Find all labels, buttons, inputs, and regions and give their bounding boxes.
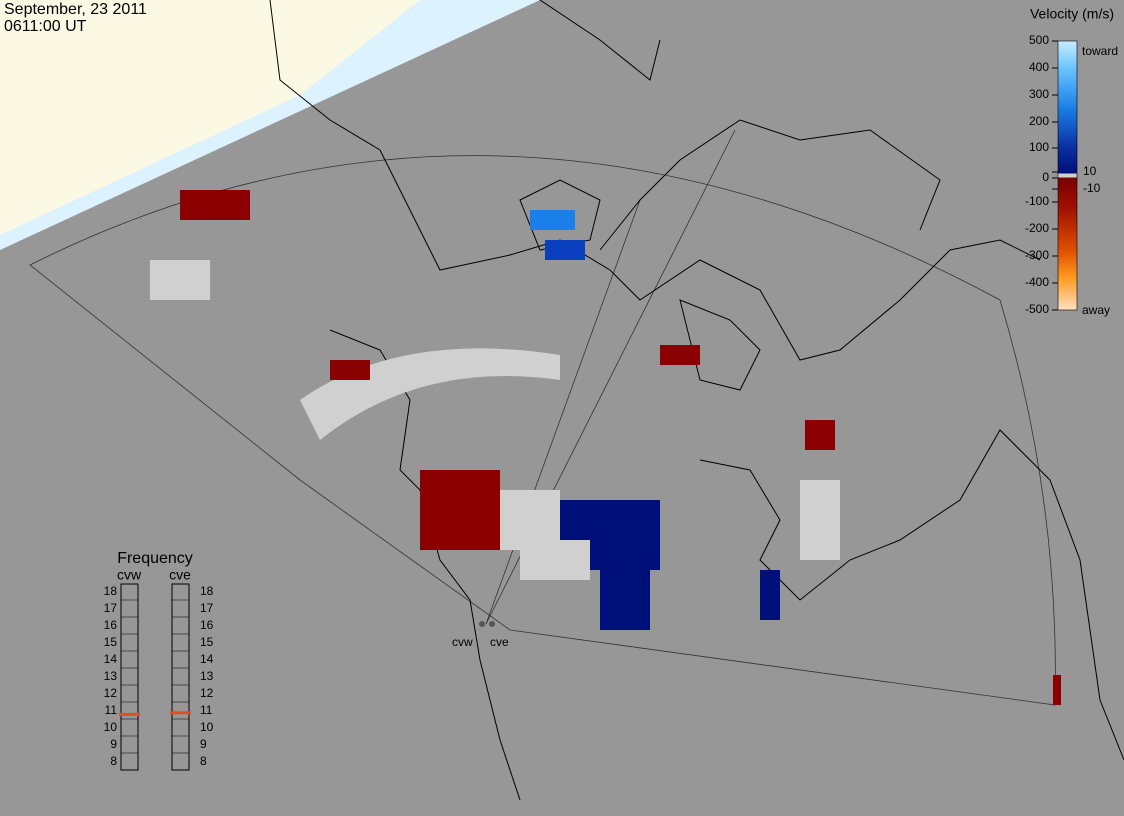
frequency-tick-label: 11 [200,703,213,717]
frequency-tick-label: 15 [104,635,118,649]
frequency-tick-label: 13 [104,669,118,683]
radar-name: cve [169,567,191,583]
frequency-tick-label: 9 [200,737,207,751]
colorbar-tick-label: -500 [1025,302,1049,316]
field-of-view [29,155,1056,706]
frequency-tick-label: 10 [200,720,214,734]
coastline [519,0,761,391]
date: September, 23 2011 [4,1,147,18]
coastline [699,429,1124,761]
radar-site [489,621,495,627]
frequency-tick-label: 18 [104,584,118,598]
radar-label: cve [490,635,509,649]
time: 0611:00 UT [4,18,87,35]
colorbar-tick-label: -100 [1025,194,1049,208]
colorbar-tick-label: -400 [1025,275,1049,289]
colorbar-title: Velocity (m/s) [1030,6,1114,22]
frequency-tick-label: 8 [200,754,207,768]
frequency-tick-label: 16 [200,618,214,632]
colorbar-tick-label: -200 [1025,221,1049,235]
coastline [329,119,941,801]
colorbar-tick-label: -10 [1083,181,1101,195]
frequency-tick-label: 17 [200,601,214,615]
frequency-tick-label: 8 [110,754,117,768]
frequency-tick-label: 18 [200,584,214,598]
frequency-tick-label: 13 [200,669,214,683]
colorbar-tick-label: 200 [1029,114,1049,128]
frequency-tick-label: 15 [200,635,214,649]
frequency-tick-label: 16 [104,618,118,632]
frequency-tick-label: 14 [200,652,214,666]
colorbar-tick-label: -300 [1025,248,1049,262]
frequency-tick-label: 17 [104,601,118,615]
frequency-scale [171,583,190,771]
frequency-tick-label: 10 [104,720,118,734]
frequency-tick-label: 11 [105,703,118,717]
colorbar-tick-label: 300 [1029,87,1049,101]
frequency-scale [120,583,139,771]
colorbar-tick-label: 0 [1042,170,1049,184]
colorbar-tick-label: 10 [1083,164,1097,178]
radar-site [479,621,485,627]
echo-cells [150,190,1061,705]
frequency-title: Frequency [117,550,193,567]
colorbar-end-label: toward [1082,44,1118,58]
colorbar-end-label: away [1082,303,1110,317]
beam-line [485,199,641,625]
colorbar [1057,40,1078,311]
radar-name: cvw [117,567,142,583]
land-daylight [0,0,420,235]
colorbar-tick-label: 500 [1029,33,1049,47]
frequency-tick-label: 12 [104,686,118,700]
colorbar-tick-label: 100 [1029,140,1049,154]
radar-label: cvw [452,635,473,649]
frequency-tick-label: 12 [200,686,214,700]
colorbar-tick-label: 400 [1029,60,1049,74]
frequency-tick-label: 14 [104,652,118,666]
coastline [269,0,1041,361]
frequency-tick-label: 9 [110,737,117,751]
